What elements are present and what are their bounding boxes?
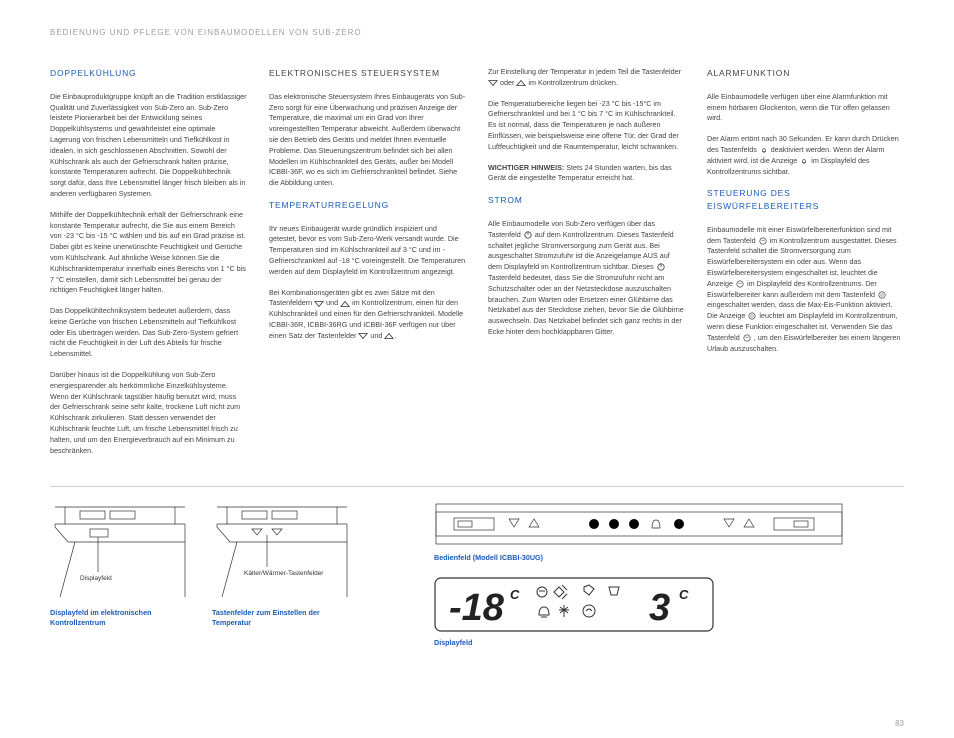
divider bbox=[50, 486, 904, 487]
power-icon bbox=[523, 231, 533, 239]
temp-buttons-diagram: Kälter/Wärmer-Tastenfelder bbox=[212, 502, 352, 602]
column-2: ELEKTRONISCHES STEUERSYSTEM Das elektron… bbox=[269, 67, 466, 466]
figure-caption: Displayfeld im elektronischen Kontrollze… bbox=[50, 608, 190, 627]
figure-caption: Bedienfeld (Modell ICBBI-30UG) bbox=[434, 553, 904, 562]
column-4: ALARMFUNKTION Alle Einbaumodelle verfüge… bbox=[707, 67, 904, 466]
svg-text:-18: -18 bbox=[449, 587, 505, 629]
down-triangle-icon bbox=[314, 300, 324, 308]
bell-icon bbox=[759, 146, 769, 154]
section-title: STROM bbox=[488, 194, 685, 207]
ice-icon bbox=[758, 237, 768, 245]
section-title: TEMPERATURREGELUNG bbox=[269, 199, 466, 212]
section-title: DOPPELKÜHLUNG bbox=[50, 67, 247, 80]
svg-text:C: C bbox=[510, 587, 520, 602]
paragraph: Bei Kombinationsgeräten gibt es zwei Sät… bbox=[269, 288, 466, 342]
max-ice-icon bbox=[747, 312, 757, 320]
figure-caption: Displayfeld bbox=[434, 638, 904, 647]
paragraph: Der Alarm ertönt nach 30 Sekunden. Er ka… bbox=[707, 134, 904, 177]
figure-caption: Tastenfelder zum Einstellen der Temperat… bbox=[212, 608, 352, 627]
figures-row: Displayfeld Displayfeld im elektronische… bbox=[50, 502, 904, 647]
up-triangle-icon bbox=[340, 300, 350, 308]
paragraph: Mithilfe der Doppelkühltechnik erhält de… bbox=[50, 210, 247, 296]
column-1: DOPPELKÜHLUNG Die Einbauproduktgruppe kn… bbox=[50, 67, 247, 466]
paragraph: Das elektronische Steuersystem Ihres Ein… bbox=[269, 92, 466, 189]
up-triangle-icon bbox=[384, 332, 394, 340]
svg-text:C: C bbox=[679, 587, 689, 602]
paragraph: Das Doppelkühltechniksystem bedeutet auß… bbox=[50, 306, 247, 360]
max-ice-icon bbox=[877, 291, 887, 299]
paragraph: Zur Einstellung der Temperatur in jedem … bbox=[488, 67, 685, 89]
svg-text:Displayfeld: Displayfeld bbox=[80, 575, 112, 582]
paragraph: Einbaumodelle mit einer Eiswürfelbereite… bbox=[707, 225, 904, 355]
section-title: STEUERUNG DES EISWÜRFELBEREITERS bbox=[707, 187, 904, 213]
figure-2: Kälter/Wärmer-Tastenfelder Tastenfelder … bbox=[212, 502, 352, 627]
up-triangle-icon bbox=[516, 79, 526, 87]
paragraph: Darüber hinaus ist die Doppelkühlung von… bbox=[50, 370, 247, 456]
bell-icon bbox=[799, 157, 809, 165]
paragraph: Alle Einbaumodelle von Sub-Zero verfügen… bbox=[488, 219, 685, 338]
svg-text:3: 3 bbox=[649, 587, 670, 629]
svg-text:Kälter/Wärmer-Tastenfelder: Kälter/Wärmer-Tastenfelder bbox=[244, 570, 324, 577]
paragraph: Alle Einbaumodelle verfügen über eine Al… bbox=[707, 92, 904, 124]
section-title: ALARMFUNKTION bbox=[707, 67, 904, 80]
column-3: Zur Einstellung der Temperatur in jedem … bbox=[488, 67, 685, 466]
display-readout-diagram: -18 C 3 C bbox=[434, 577, 714, 632]
text-columns: DOPPELKÜHLUNG Die Einbauproduktgruppe kn… bbox=[50, 67, 904, 466]
down-triangle-icon bbox=[358, 332, 368, 340]
figure-3-4: Bedienfeld (Modell ICBBI-30UG) -18 C 3 C… bbox=[434, 502, 904, 647]
control-panel-diagram: Displayfeld bbox=[50, 502, 190, 602]
page-header: BEDIENUNG UND PFLEGE VON EINBAUMODELLEN … bbox=[50, 28, 904, 37]
ice-icon bbox=[742, 334, 752, 342]
paragraph: Die Temperaturbereiche liegen bei -23 °C… bbox=[488, 99, 685, 153]
page-number: 83 bbox=[895, 719, 904, 728]
section-title: ELEKTRONISCHES STEUERSYSTEM bbox=[269, 67, 466, 80]
figure-1: Displayfeld Displayfeld im elektronische… bbox=[50, 502, 190, 627]
ice-icon bbox=[735, 280, 745, 288]
down-triangle-icon bbox=[488, 79, 498, 87]
paragraph: WICHTIGER HINWEIS: Stets 24 Stunden wart… bbox=[488, 163, 685, 185]
power-icon bbox=[656, 263, 666, 271]
paragraph: Ihr neues Einbaugerät wurde gründlich in… bbox=[269, 224, 466, 278]
control-panel-full-diagram bbox=[434, 502, 844, 547]
paragraph: Die Einbauproduktgruppe knüpft an die Tr… bbox=[50, 92, 247, 200]
